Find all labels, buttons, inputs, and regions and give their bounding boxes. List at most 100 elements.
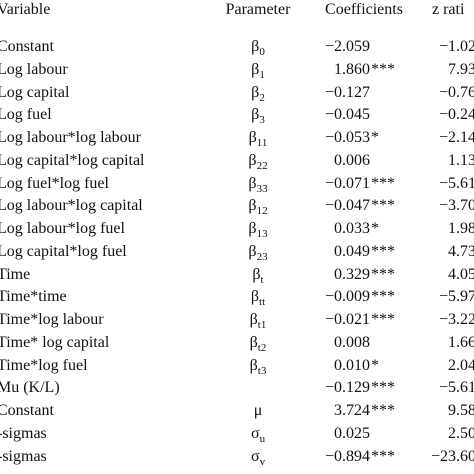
- variable: Time*log fuel: [0, 356, 88, 374]
- significance: *: [371, 129, 379, 146]
- symbol: β: [248, 129, 257, 146]
- variable: -sigmas: [0, 447, 47, 465]
- header-cell: Parameter: [225, 1, 291, 18]
- z-ratio: −23.60: [430, 447, 474, 465]
- header-cell: Coefficients: [325, 1, 403, 18]
- subscript: 11: [256, 137, 268, 149]
- coefficient: 1.860: [334, 60, 370, 78]
- subscript: t2: [257, 341, 267, 354]
- z-ratio: 4.73: [448, 242, 474, 260]
- coefficient: −0.071: [324, 174, 370, 192]
- parameter: β13: [248, 219, 268, 240]
- z-ratio: 9.58: [448, 402, 474, 419]
- variable: -sigmas: [0, 424, 47, 442]
- coefficient: −0.053: [324, 129, 370, 146]
- significance: ***: [371, 402, 395, 419]
- symbol: β: [251, 106, 260, 124]
- subscript: 12: [256, 205, 268, 218]
- significance: ***: [371, 288, 395, 306]
- coefficient: 0.049: [334, 242, 370, 260]
- parameter: β12: [248, 196, 268, 218]
- symbol: β: [249, 333, 258, 351]
- significance: *: [371, 220, 379, 237]
- significance: ***: [371, 265, 395, 283]
- symbol: σ: [250, 447, 260, 465]
- coefficient: −0.009: [324, 288, 370, 306]
- subscript: 1: [259, 68, 265, 81]
- parameter: βt3: [249, 356, 267, 377]
- subscript: t: [260, 273, 264, 286]
- z-ratio: −1.02: [438, 38, 474, 55]
- z-ratio: 2.50: [448, 424, 474, 442]
- significance: ***: [371, 242, 395, 260]
- coefficient: −0.129: [324, 379, 370, 397]
- subscript: t3: [257, 364, 267, 377]
- coefficient: 0.033: [334, 220, 370, 237]
- z-ratio: −5.61: [438, 379, 474, 397]
- z-ratio: −2.14: [438, 129, 474, 146]
- symbol: β: [249, 311, 258, 328]
- variable: Log capital*log fuel: [0, 242, 127, 260]
- coefficient: 0.006: [334, 151, 370, 169]
- symbol: β: [248, 220, 257, 237]
- z-ratio: 7.93: [448, 60, 474, 78]
- significance: ***: [371, 447, 395, 465]
- coefficient: −0.021: [324, 311, 370, 328]
- variable: Time*time: [0, 288, 67, 306]
- significance: ***: [371, 174, 395, 192]
- z-ratio: −5.97: [438, 288, 474, 306]
- parameter: μ: [254, 401, 263, 421]
- coefficient: −0.127: [324, 83, 370, 101]
- z-ratio: −3.22: [438, 311, 474, 328]
- variable: Log labour*log capital: [0, 197, 143, 215]
- parameter: σv: [250, 447, 266, 468]
- parameter: β2: [251, 83, 265, 104]
- z-ratio: −0.24: [438, 106, 474, 124]
- subscript: 13: [256, 228, 268, 240]
- parameter: β11: [248, 128, 268, 149]
- parameter: βtt: [250, 287, 265, 308]
- z-ratio: 1.98: [448, 220, 474, 237]
- subscript: v: [259, 455, 266, 468]
- significance: ***: [371, 379, 395, 397]
- parameter: β1: [251, 60, 265, 81]
- significance: ***: [371, 311, 395, 328]
- header-cell: Variable: [0, 1, 51, 18]
- variable: Log capital*log capital: [0, 151, 145, 169]
- coefficient: 0.329: [334, 265, 370, 283]
- variable: Log fuel: [0, 106, 52, 124]
- variable: Time*log labour: [0, 311, 104, 328]
- variable: Log labour*log fuel: [0, 220, 125, 237]
- symbol: β: [252, 265, 261, 283]
- symbol: β: [251, 60, 260, 78]
- z-ratio: −0.76: [438, 83, 474, 101]
- subscript: 33: [256, 182, 268, 195]
- variable: Log labour: [0, 60, 68, 78]
- symbol: σ: [250, 424, 260, 442]
- coefficient: −2.059: [324, 38, 370, 55]
- symbol: β: [249, 356, 258, 374]
- z-ratio: 4.05: [448, 265, 474, 283]
- symbol: β: [248, 174, 257, 192]
- symbol: β: [250, 288, 260, 306]
- subscript: 22: [256, 159, 268, 172]
- z-ratio: 1.13: [448, 151, 474, 169]
- coefficient: 0.025: [334, 424, 370, 442]
- symbol: β: [248, 197, 257, 215]
- variable: Log fuel*log fuel: [0, 174, 109, 192]
- coefficient: −0.047: [324, 197, 370, 215]
- variable: Log labour*log labour: [0, 129, 141, 146]
- subscript: 2: [259, 91, 265, 104]
- z-ratio: 2.04: [448, 356, 474, 374]
- parameter: β22: [248, 151, 268, 172]
- parameter: β3: [251, 105, 265, 126]
- variable: Time: [0, 265, 31, 283]
- coefficient: −0.045: [324, 106, 370, 124]
- subscript: 0: [259, 46, 265, 58]
- parameter: β23: [248, 242, 267, 263]
- variable: Log capital: [0, 83, 70, 101]
- subscript: u: [259, 432, 266, 445]
- symbol: μ: [253, 402, 263, 419]
- variable: Time* log capital: [0, 333, 110, 351]
- coefficient: 0.010: [334, 356, 370, 374]
